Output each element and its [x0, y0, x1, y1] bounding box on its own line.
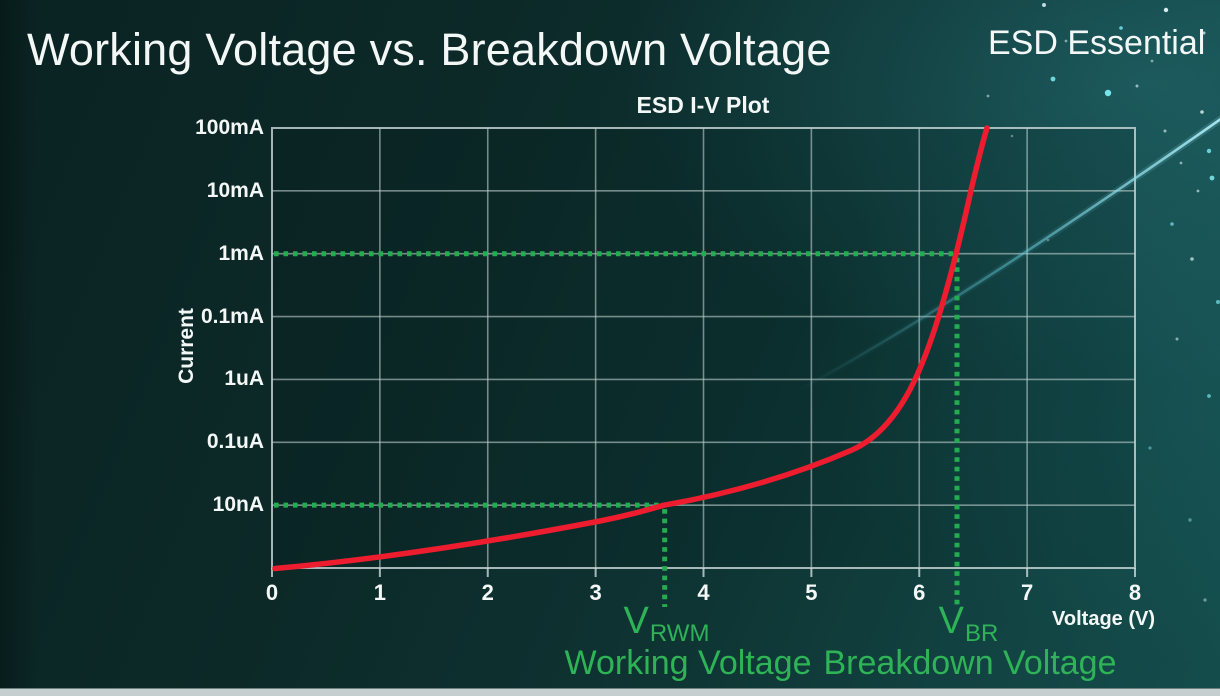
vbr-symbol: V	[938, 600, 965, 642]
y-tick-label: 1mA	[218, 241, 264, 265]
vrwm-symbol: V	[623, 600, 649, 642]
vbr-label: VBR	[938, 600, 999, 647]
x-tick-label: 3	[589, 580, 602, 605]
y-tick-label: 10mA	[206, 178, 264, 202]
x-tick-label: 1	[373, 580, 386, 605]
y-tick-label: 0.1mA	[200, 304, 264, 328]
y-tick-label: 100mA	[195, 116, 264, 139]
chart-title: ESD I-V Plot	[636, 92, 770, 118]
background-swoosh-core	[794, 117, 1220, 394]
video-bottom-bar	[0, 688, 1220, 696]
x-tick-label: 6	[913, 580, 926, 605]
breakdown-voltage-caption: Breakdown Voltage	[823, 644, 1117, 682]
x-tick-label: 8	[1128, 580, 1142, 605]
vrwm-label: VRWM	[623, 600, 710, 647]
iv-curve	[272, 125, 990, 572]
y-tick-label: 0.1uA	[206, 430, 264, 454]
y-tick-label: 1uA	[224, 367, 264, 391]
working-voltage-caption: Working Voltage	[564, 644, 812, 682]
brand-label: ESD Essential	[988, 24, 1206, 62]
background-particles	[986, 3, 1220, 602]
y-tick-label: 10nA	[212, 493, 264, 517]
vbr-subscript: BR	[965, 620, 999, 647]
vrwm-subscript: RWM	[649, 620, 710, 647]
x-tick-label: 7	[1021, 580, 1034, 605]
x-tick-label: 2	[481, 580, 494, 605]
x-tick-label: 4	[697, 580, 710, 605]
page-title: Working Voltage vs. Breakdown Voltage	[27, 24, 832, 75]
x-tick-label: 5	[805, 580, 818, 605]
plot-grid	[271, 127, 1136, 577]
x-tick-label: 0	[265, 580, 279, 605]
annotation-guide-lines	[274, 251, 960, 607]
x-axis-title: Voltage (V)	[1052, 608, 1155, 630]
